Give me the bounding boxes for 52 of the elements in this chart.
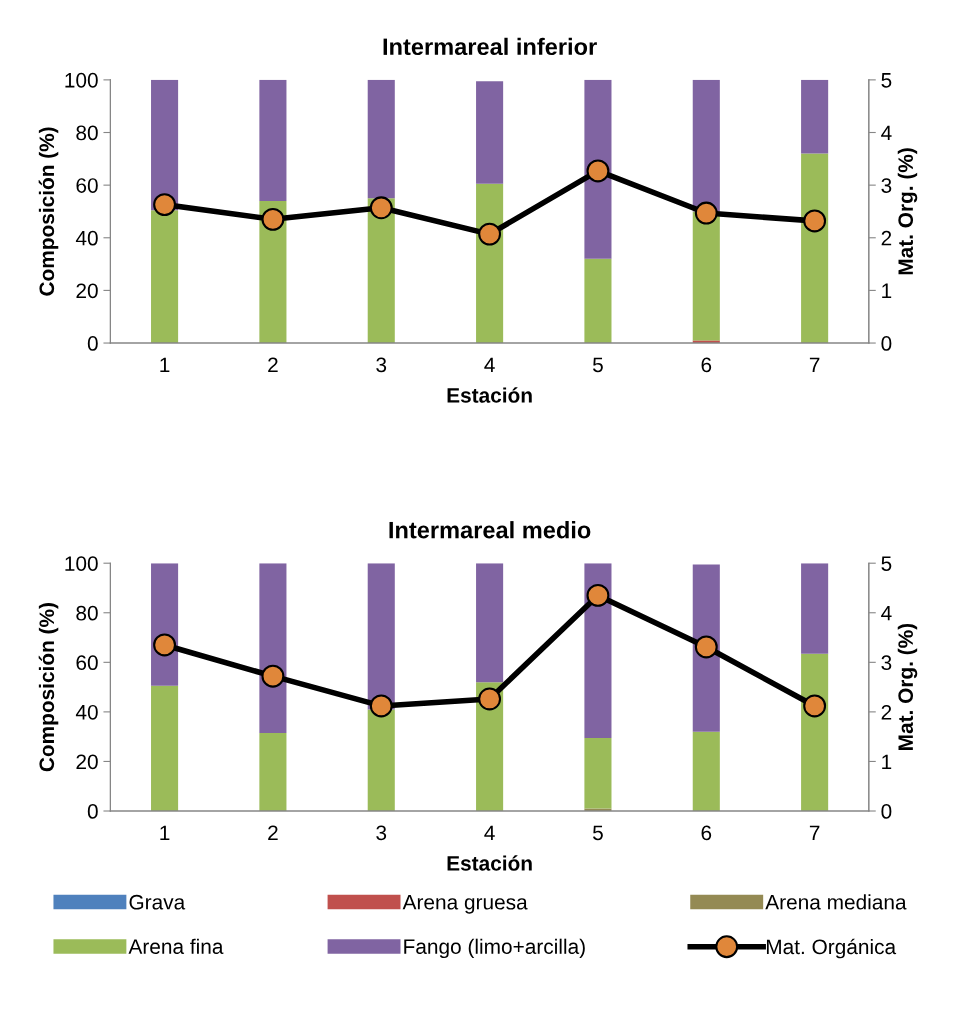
legend-label: Fango (limo+arcilla) (404, 938, 585, 959)
y2-tick-label: 4 (881, 125, 892, 141)
y2-tick-label: 5 (881, 556, 892, 571)
legend-label: Mat. Orgánica (766, 938, 897, 959)
y-tick-label: 40 (75, 230, 98, 246)
y-tick-label: 80 (76, 125, 98, 141)
chart-title: Intermareal inferior (383, 37, 597, 56)
y-tick-label: 80 (76, 605, 98, 621)
y2-tick-label: 0 (881, 336, 892, 351)
x-tick-label: 7 (809, 825, 820, 840)
y2-tick-label: 1 (882, 283, 892, 298)
y-axis-title: Composición (%) (38, 127, 59, 296)
legend-label: Arena gruesa (402, 895, 528, 914)
y2-tick-label: 2 (881, 230, 892, 246)
x-tick-label: 5 (592, 357, 603, 373)
legend-label: Grava (129, 894, 186, 910)
y2-tick-label: 5 (881, 73, 892, 88)
x-tick-label: 3 (376, 357, 387, 373)
x-tick-label: 5 (592, 825, 603, 841)
y-tick-label: 40 (75, 704, 98, 720)
x-axis-title: Estación (447, 387, 532, 403)
y2-axis-title: Mat. Org. (%) (897, 623, 918, 750)
x-axis-title: Estación (447, 855, 532, 871)
x-tick-label: 6 (701, 357, 712, 373)
x-tick-label: 4 (484, 357, 495, 373)
y-tick-label: 60 (76, 655, 98, 671)
x-tick-label: 2 (268, 357, 278, 373)
y2-tick-label: 3 (881, 655, 892, 671)
x-tick-label: 1 (160, 357, 170, 373)
y-tick-label: 0 (87, 336, 98, 351)
y-tick-label: 20 (76, 754, 98, 770)
y-tick-label: 20 (76, 283, 98, 299)
x-tick-label: 1 (160, 825, 170, 840)
x-tick-label: 6 (701, 825, 712, 841)
legend-label: Arena fina (128, 938, 224, 954)
y-tick-label: 0 (87, 804, 98, 819)
y-axis-title: Composición (%) (38, 603, 59, 772)
y2-tick-label: 3 (881, 178, 892, 193)
legend-label: Arena mediana (765, 894, 907, 910)
y2-tick-label: 1 (882, 754, 892, 769)
x-tick-label: 4 (484, 825, 495, 840)
y-tick-label: 60 (76, 178, 98, 193)
y2-tick-label: 2 (881, 704, 892, 720)
chart-title: Intermareal medio (389, 521, 591, 539)
x-tick-label: 3 (376, 825, 387, 841)
y2-tick-label: 0 (881, 804, 892, 819)
x-tick-label: 2 (268, 825, 278, 840)
y2-axis-title: Mat. Org. (%) (897, 148, 918, 275)
x-tick-label: 7 (809, 357, 820, 373)
y-tick-label: 100 (65, 72, 98, 88)
y-tick-label: 100 (65, 556, 98, 571)
y2-tick-label: 4 (881, 605, 892, 621)
